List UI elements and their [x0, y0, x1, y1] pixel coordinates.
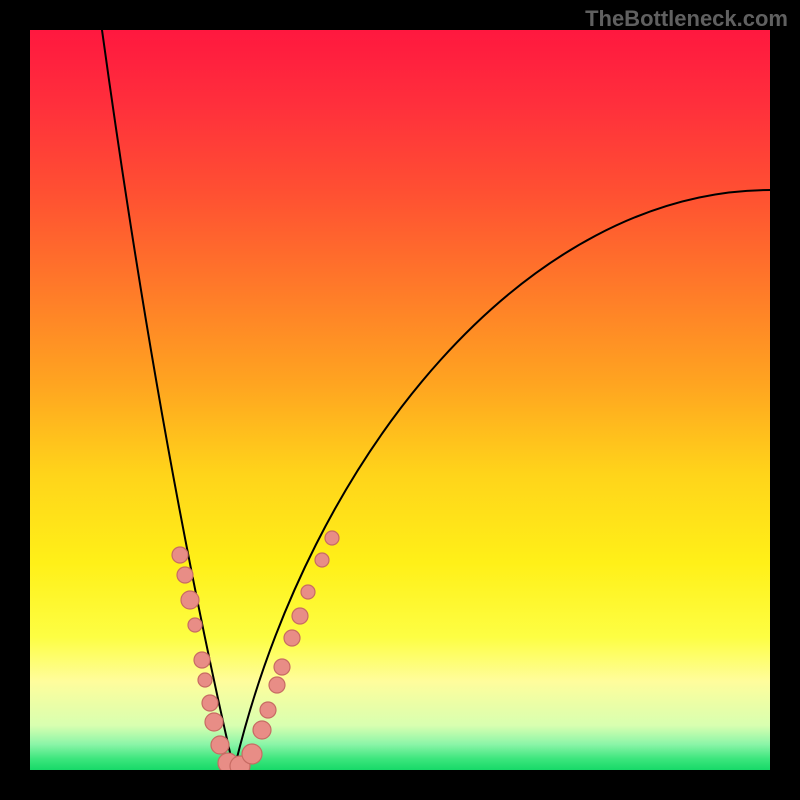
watermark-text: TheBottleneck.com [585, 6, 788, 32]
gradient-background [30, 30, 770, 770]
plot-area [30, 30, 770, 770]
chart-container: TheBottleneck.com [0, 0, 800, 800]
